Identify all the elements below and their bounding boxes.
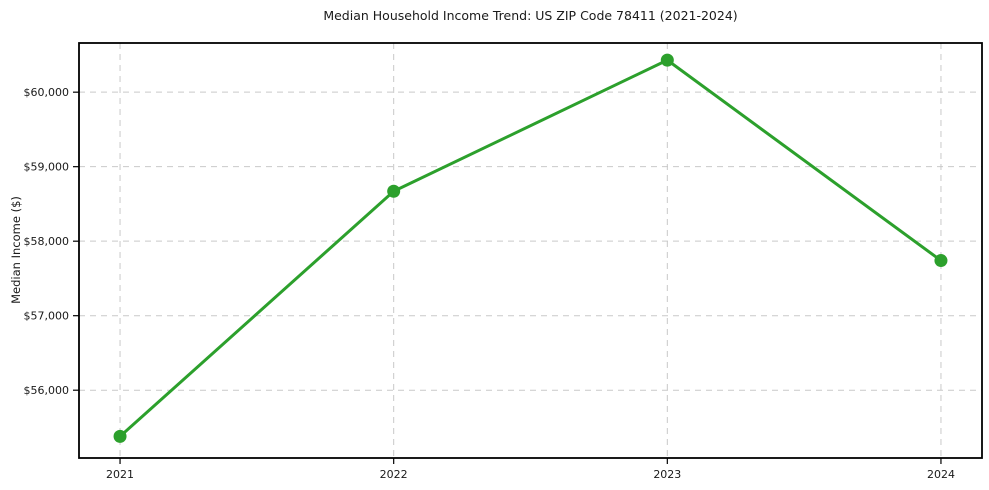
x-tick-label: 2023 [653,468,681,481]
data-point-2023 [660,53,674,67]
y-tick-label: $58,000 [24,235,70,248]
data-point-2024 [934,254,948,268]
chart-title: Median Household Income Trend: US ZIP Co… [323,8,738,23]
y-tick-label: $60,000 [24,86,70,99]
y-tick-label: $59,000 [24,161,70,174]
x-tick-label: 2022 [380,468,408,481]
y-tick-label: $56,000 [24,384,70,397]
x-tick-label: 2021 [106,468,134,481]
data-point-2021 [113,429,127,443]
x-tick-label: 2024 [927,468,955,481]
plot-border [78,42,983,459]
data-point-2022 [387,184,401,198]
y-tick-label: $57,000 [24,310,70,323]
trend-line [118,58,943,438]
